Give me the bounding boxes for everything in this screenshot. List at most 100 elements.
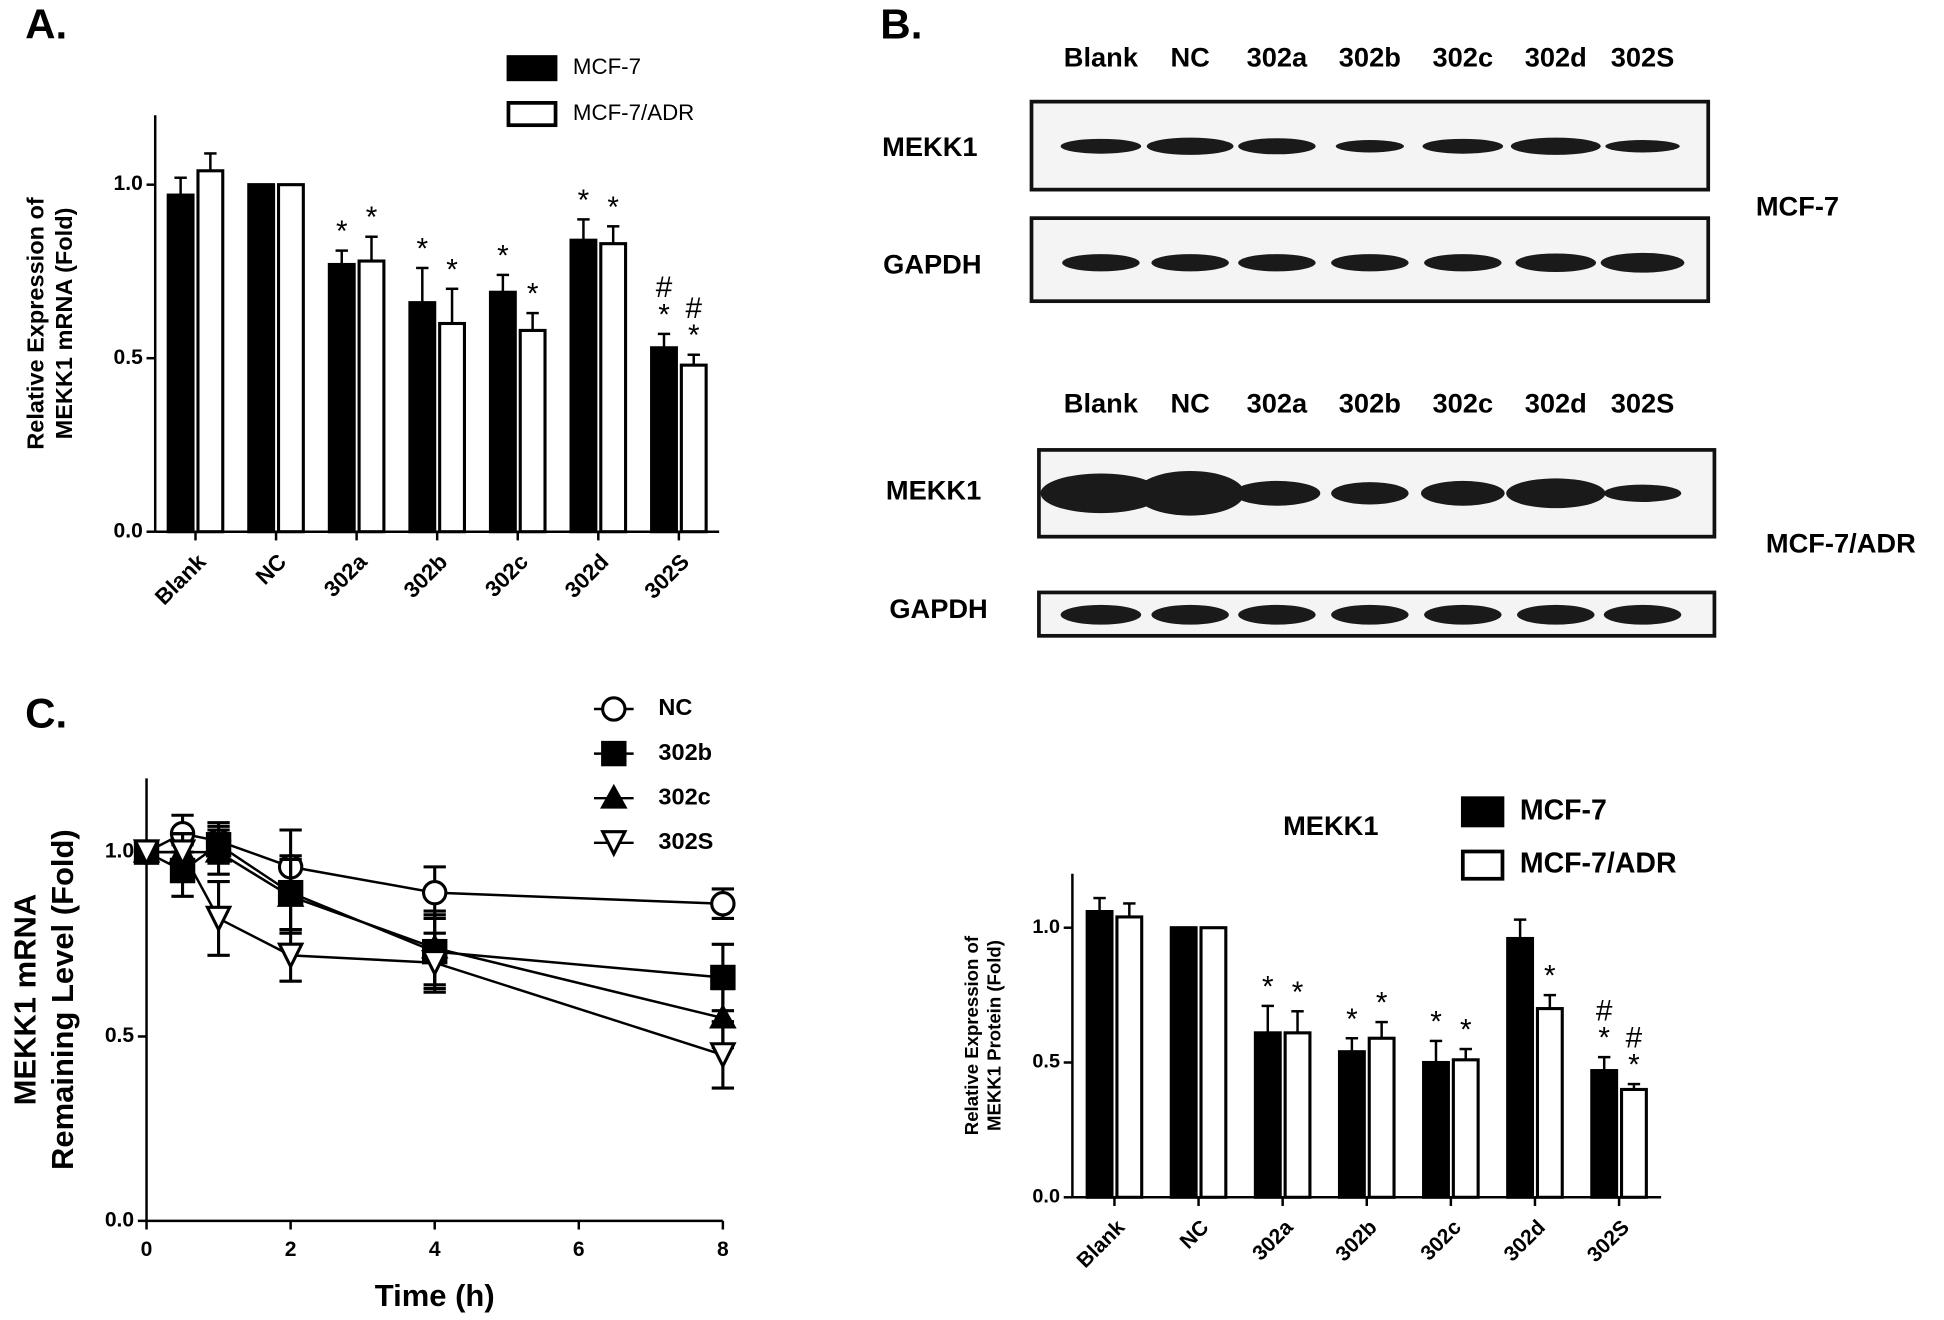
- bar: [1199, 926, 1228, 1199]
- marker: [600, 783, 628, 809]
- x-tick-label: 4: [429, 1238, 441, 1261]
- blot-band: [1600, 252, 1685, 273]
- bar: [1085, 909, 1114, 1199]
- lane-label: 302S: [1611, 387, 1675, 418]
- blot-band: [1424, 604, 1502, 625]
- blot-band: [1335, 140, 1404, 153]
- y-tick-label: 1.0: [114, 172, 143, 195]
- row-label: GAPDH: [889, 593, 987, 624]
- legend-label: MCF-7: [1520, 794, 1607, 826]
- significance-mark: *: [1460, 1014, 1472, 1047]
- bar: [1422, 1060, 1450, 1199]
- legend-label: 302S: [658, 828, 713, 854]
- significance-mark: *: [1598, 1022, 1610, 1055]
- lane-label: 302c: [1433, 42, 1494, 73]
- lane-label: NC: [1170, 42, 1209, 73]
- x-tick-label: 302a: [1248, 1216, 1298, 1266]
- y-tick-label: 0.5: [114, 346, 144, 369]
- y-axis-label: Relative Expression of: [23, 197, 49, 450]
- blot-band: [1506, 478, 1606, 509]
- significance-mark: *: [1346, 1003, 1358, 1036]
- marker: [600, 830, 628, 858]
- significance-mark: *: [336, 215, 348, 248]
- legend-label: MCF-7: [573, 54, 641, 79]
- x-tick-label: 302c: [1416, 1216, 1466, 1266]
- legend-label: NC: [658, 694, 692, 720]
- bar: [1535, 1007, 1564, 1199]
- x-tick-label: 302d: [1500, 1216, 1550, 1266]
- y-tick-label: 0.5: [105, 1024, 135, 1047]
- y-axis-label: Relative Expression of: [961, 935, 982, 1135]
- blot-band: [1062, 254, 1140, 272]
- legend-swatch: [506, 55, 558, 82]
- x-tick-label: NC: [251, 549, 291, 589]
- row-label: MEKK1: [882, 131, 977, 162]
- bar: [518, 328, 547, 534]
- y-axis-label: MEKK1 mRNA: [8, 894, 43, 1106]
- marker: [204, 837, 233, 863]
- western-blots: MEKK1 GAPDH MEKK1 GAPDH MCF-7 MCF-7/ADR …: [882, 42, 1916, 638]
- bar: [276, 183, 305, 534]
- blot-band: [1515, 253, 1597, 273]
- bar: [488, 290, 517, 534]
- x-tick-label: 0: [141, 1238, 153, 1261]
- blot-band: [1060, 604, 1142, 625]
- x-tick-label: NC: [1176, 1216, 1214, 1254]
- blot-band: [1146, 137, 1234, 155]
- lane-label: 302b: [1339, 387, 1401, 418]
- blot-band: [1603, 484, 1682, 502]
- x-tick-label: 302S: [640, 549, 695, 604]
- significance-mark: #: [1596, 994, 1613, 1027]
- y-tick-label: 1.0: [1032, 916, 1060, 938]
- x-tick-label: Blank: [150, 549, 211, 610]
- significance-mark: *: [446, 253, 458, 286]
- blot-band: [1331, 254, 1409, 272]
- bar: [327, 262, 356, 534]
- chart-title: MEKK1: [1283, 810, 1378, 841]
- legend-label: MCF-7/ADR: [1520, 848, 1677, 880]
- bar: [196, 169, 225, 534]
- blot-band: [1422, 138, 1504, 154]
- significance-mark: *: [607, 191, 619, 224]
- blot-band: [1151, 254, 1229, 272]
- marker: [601, 696, 627, 722]
- significance-mark: *: [527, 278, 539, 311]
- marker: [204, 905, 233, 934]
- row-label: MEKK1: [886, 474, 981, 505]
- y-axis-label: MEKK1 mRNA (Fold): [51, 208, 77, 440]
- lane-label: NC: [1170, 387, 1209, 418]
- x-tick-label: 302b: [1331, 1216, 1381, 1266]
- marker: [710, 964, 736, 991]
- panel-label: C.: [25, 690, 67, 737]
- panel-label: A.: [25, 0, 67, 47]
- y-axis-label: Remaining Level (Fold): [45, 829, 80, 1170]
- marker: [168, 839, 197, 867]
- cell-label: MCF-7: [1756, 190, 1839, 221]
- marker: [276, 942, 305, 970]
- bar: [408, 301, 437, 534]
- significance-mark: #: [685, 292, 702, 325]
- bar: [1367, 1036, 1396, 1199]
- blot-band: [1605, 140, 1680, 153]
- marker: [601, 740, 627, 767]
- blot-band: [1331, 482, 1409, 505]
- significance-mark: *: [1628, 1049, 1640, 1082]
- bar: [650, 346, 678, 534]
- blot-band: [1040, 473, 1162, 514]
- y-tick-label: 0.0: [1032, 1186, 1060, 1208]
- legend-swatch: [1460, 849, 1505, 881]
- lane-label: Blank: [1064, 387, 1139, 418]
- lane-label: 302c: [1433, 387, 1494, 418]
- lane-label: 302S: [1611, 42, 1675, 73]
- significance-mark: *: [366, 201, 378, 234]
- y-tick-label: 1.0: [105, 840, 134, 863]
- bar: [599, 242, 628, 534]
- bar: [1506, 936, 1535, 1199]
- blot-band: [1238, 604, 1316, 625]
- lane-label: Blank: [1064, 42, 1139, 73]
- marker: [422, 879, 448, 906]
- lane-label: 302a: [1247, 387, 1308, 418]
- significance-mark: *: [1430, 1005, 1442, 1038]
- y-axis-label: MEKK1 Protein (Fold): [983, 940, 1004, 1131]
